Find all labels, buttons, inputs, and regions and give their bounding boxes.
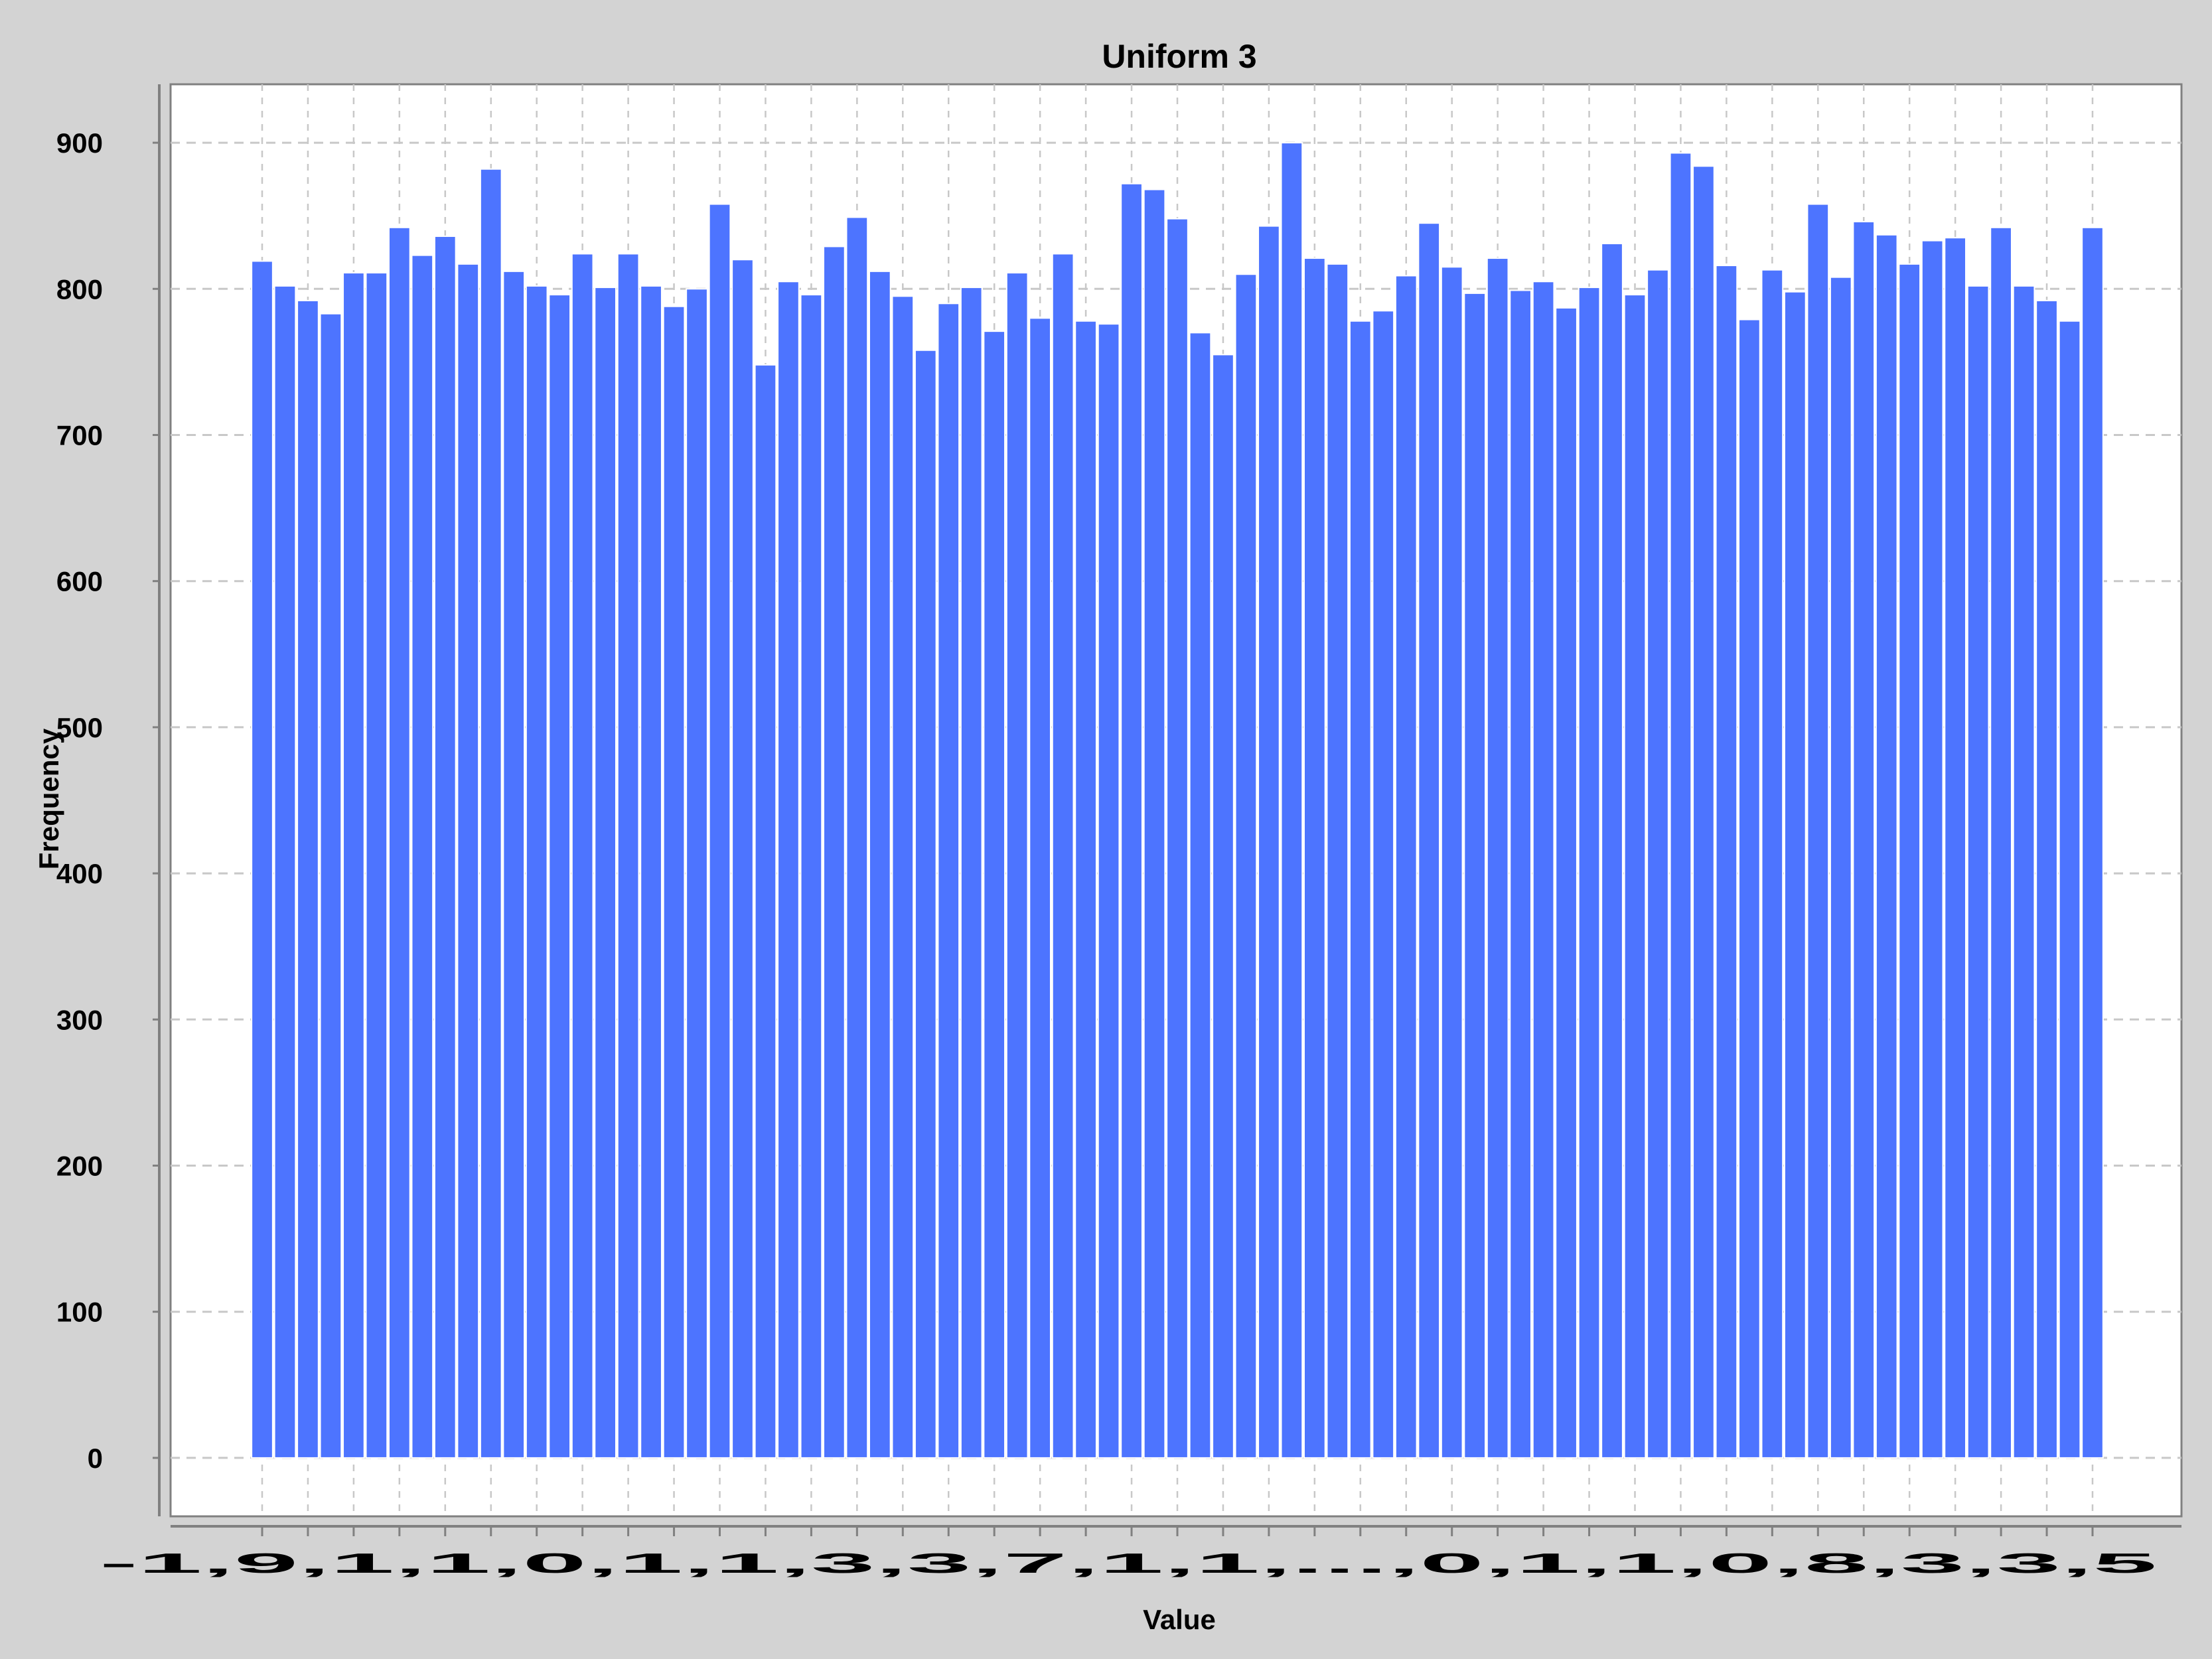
bar <box>2012 285 2035 1459</box>
bar <box>1280 142 1303 1459</box>
bar <box>1394 275 1418 1459</box>
bar <box>571 253 594 1459</box>
bar <box>1303 257 1326 1459</box>
bar <box>1738 319 1761 1459</box>
bar <box>617 253 640 1459</box>
bar <box>2035 299 2058 1459</box>
bar <box>800 294 823 1459</box>
bar <box>662 305 686 1459</box>
bar <box>1829 276 1852 1459</box>
chart-title: Uniform 3 <box>1102 38 1256 75</box>
bar <box>731 259 754 1459</box>
bar <box>1532 281 1555 1459</box>
y-axis-label: Frequency <box>33 728 64 869</box>
y-tick-label: 900 <box>56 127 103 159</box>
bar <box>273 285 297 1459</box>
bar <box>1166 218 1189 1459</box>
bar <box>342 272 365 1459</box>
bar <box>686 288 708 1459</box>
bar <box>2058 320 2081 1459</box>
bar <box>1258 225 1280 1459</box>
y-tick-label: 300 <box>56 1004 103 1035</box>
bar <box>1875 234 1898 1459</box>
bar <box>1783 291 1806 1459</box>
bar <box>1463 292 1487 1459</box>
bar <box>937 303 960 1459</box>
bar <box>823 246 846 1459</box>
bar <box>1647 269 1669 1459</box>
bar <box>1990 226 2012 1459</box>
bars <box>251 142 2104 1459</box>
bar <box>1692 165 1715 1459</box>
bar <box>1601 243 1623 1459</box>
bar <box>1921 240 1944 1459</box>
bar <box>846 216 869 1459</box>
bar <box>868 270 891 1459</box>
bar <box>1852 220 1876 1459</box>
bar <box>319 313 342 1459</box>
bar <box>1349 320 1372 1459</box>
bar <box>640 285 662 1459</box>
bar <box>388 226 411 1459</box>
bar <box>1074 320 1097 1459</box>
bar <box>251 260 273 1459</box>
bar <box>1143 188 1166 1459</box>
x-axis <box>171 1525 2181 1536</box>
y-tick-label: 0 <box>88 1443 103 1474</box>
bar <box>1486 257 1509 1459</box>
bar <box>1966 285 1990 1459</box>
bar <box>411 254 434 1459</box>
bar <box>983 330 1006 1459</box>
bar <box>1005 272 1029 1459</box>
bar <box>1120 182 1143 1459</box>
bar <box>1623 294 1647 1459</box>
bar <box>1555 307 1578 1459</box>
bar <box>1234 273 1258 1459</box>
bar <box>708 203 731 1459</box>
bar <box>1806 203 1830 1459</box>
bar <box>1326 263 1349 1459</box>
x-tick-label-first: -1,9,1,1,0,1,1,3,3,7,1,1,...,0,1,1,0,8,3… <box>100 1548 2157 1579</box>
y-tick-label: 800 <box>56 273 103 305</box>
bar <box>1669 152 1692 1459</box>
bar <box>1898 263 1921 1459</box>
bar <box>457 263 480 1459</box>
bar <box>1761 269 1784 1459</box>
y-tick-label: 600 <box>56 566 103 597</box>
x-axis-label: Value <box>1143 1604 1216 1635</box>
bar <box>1051 253 1074 1459</box>
bar <box>1440 266 1463 1459</box>
bar <box>1189 332 1212 1459</box>
bar <box>1418 222 1441 1459</box>
bar <box>960 287 983 1459</box>
y-tick-label: 100 <box>56 1297 103 1328</box>
bar <box>1509 289 1532 1459</box>
bar <box>548 294 571 1459</box>
bar <box>1715 265 1738 1459</box>
bar <box>1097 323 1120 1459</box>
bar <box>914 349 937 1459</box>
bar <box>297 299 319 1459</box>
bar <box>433 236 457 1459</box>
bar <box>754 364 777 1459</box>
y-tick-label: 700 <box>56 419 103 451</box>
bar <box>1212 354 1234 1459</box>
bar <box>891 295 915 1459</box>
bar <box>594 287 617 1459</box>
y-axis: 0 100 200 300 400 500 600 700 800 900 <box>56 84 161 1516</box>
bar <box>1029 317 1052 1459</box>
bar <box>2081 226 2104 1459</box>
bar <box>525 285 548 1459</box>
y-tick-label: 400 <box>56 858 103 889</box>
bar <box>365 272 388 1459</box>
bar <box>1944 237 1967 1459</box>
bar <box>1578 287 1601 1459</box>
bar <box>502 270 526 1459</box>
y-tick-label: 500 <box>56 712 103 743</box>
bar <box>777 281 800 1459</box>
y-tick-label: 200 <box>56 1151 103 1182</box>
bar <box>1372 310 1395 1459</box>
bar <box>479 168 502 1459</box>
